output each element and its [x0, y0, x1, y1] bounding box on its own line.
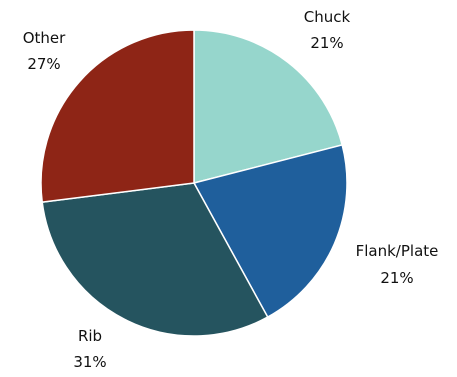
slice-label-rib-name: Rib — [78, 327, 102, 345]
slice-label-flank-plate-value: 21% — [380, 269, 413, 287]
slice-label-other-name: Other — [23, 29, 66, 47]
slice-label-other-value: 27% — [27, 55, 60, 73]
pie-slice-chuck — [193, 29, 344, 184]
pie-labels: Chuck 21% Flank/Plate 21% Rib 31% Other … — [23, 8, 439, 371]
pie-slice-rib — [41, 182, 269, 337]
pie-slice-flank-plate — [192, 144, 348, 319]
slice-label-chuck-name: Chuck — [304, 8, 351, 26]
slice-label-flank-plate-name: Flank/Plate — [356, 242, 439, 260]
pie-slices — [40, 29, 348, 337]
pie-slice-other — [40, 29, 195, 204]
slice-label-chuck-value: 21% — [310, 34, 343, 52]
slice-label-rib-value: 31% — [73, 353, 106, 371]
